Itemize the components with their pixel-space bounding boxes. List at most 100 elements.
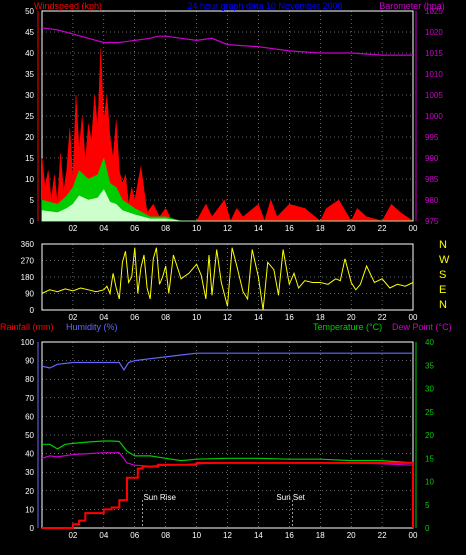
y-tick-label: 40 — [25, 450, 34, 459]
x-tick-label: 00 — [409, 531, 418, 540]
x-tick-label: 10 — [192, 531, 201, 540]
y2-tick-label: 1020 — [425, 28, 443, 37]
y-tick-label: 35 — [25, 70, 34, 79]
y-tick-label: 80 — [25, 375, 34, 384]
x-tick-label: 18 — [316, 313, 325, 322]
y-tick-label: 15 — [25, 154, 34, 163]
y2-tick-label: 975 — [425, 217, 439, 226]
x-tick-label: 04 — [99, 313, 108, 322]
y-tick-label: 0 — [30, 306, 35, 315]
plot-frame — [41, 243, 414, 311]
x-tick-label: 00 — [409, 224, 418, 233]
x-tick-label: 18 — [316, 531, 325, 540]
x-tick-label: 06 — [130, 531, 139, 540]
y-tick-label: 50 — [25, 431, 34, 440]
x-tick-label: 20 — [347, 224, 356, 233]
y-tick-label: 0 — [30, 217, 35, 226]
x-tick-label: 22 — [378, 313, 387, 322]
compass-label: N — [439, 239, 447, 251]
y-tick-label: 10 — [25, 505, 34, 514]
x-tick-label: 16 — [285, 531, 294, 540]
x-tick-label: 12 — [223, 224, 232, 233]
compass-label: S — [439, 269, 446, 281]
y-tick-label: 40 — [25, 49, 34, 58]
dewpoint-axis-label: Dew Point (°C) — [392, 322, 452, 332]
x-tick-label: 22 — [378, 531, 387, 540]
temperature-line — [42, 440, 414, 464]
y-tick-label: 30 — [25, 91, 34, 100]
humidity-axis-label: Humidity (%) — [66, 322, 118, 332]
x-tick-label: 16 — [285, 224, 294, 233]
y-tick-label: 70 — [25, 394, 34, 403]
barometer-line — [41, 27, 413, 56]
y-tick-label: 270 — [21, 257, 35, 266]
y-tick-label: 360 — [21, 240, 35, 249]
x-tick-label: 14 — [254, 531, 263, 540]
x-tick-label: 06 — [130, 313, 139, 322]
plot-frame — [41, 341, 414, 529]
x-tick-label: 04 — [99, 531, 108, 540]
y2-tick-label: 1005 — [425, 91, 443, 100]
wind-direction-line — [41, 247, 414, 311]
x-tick-label: 02 — [68, 313, 77, 322]
wind-low-area — [41, 189, 413, 222]
humidity-line — [41, 352, 413, 372]
y2-tick-label: 1025 — [425, 7, 443, 16]
x-tick-label: 16 — [285, 313, 294, 322]
y2-tick-label: 990 — [425, 154, 439, 163]
rainfall-axis-label: Rainfall (mm) — [0, 322, 54, 332]
y-tick-label: 100 — [21, 338, 35, 347]
compass-label: W — [439, 254, 450, 266]
x-tick-label: 10 — [192, 224, 201, 233]
temperature-axis-label: Temperature (°C) — [313, 322, 382, 332]
y2-tick-label: 0 — [425, 524, 430, 533]
compass-label: N — [439, 299, 447, 311]
x-tick-label: 04 — [99, 224, 108, 233]
x-tick-label: 02 — [68, 531, 77, 540]
y-tick-label: 50 — [25, 7, 34, 16]
x-tick-label: 20 — [347, 531, 356, 540]
y-tick-label: 30 — [25, 468, 34, 477]
y-tick-label: 0 — [30, 524, 35, 533]
y2-tick-label: 1010 — [425, 70, 443, 79]
y2-tick-label: 35 — [425, 361, 434, 370]
y-tick-label: 10 — [25, 175, 34, 184]
y2-tick-label: 25 — [425, 408, 434, 417]
x-tick-label: 08 — [161, 531, 170, 540]
y-tick-label: 60 — [25, 412, 34, 421]
chart-title: 24 hour graph data 10 November 2008 — [187, 1, 342, 11]
y2-tick-label: 5 — [425, 501, 430, 510]
x-tick-label: 12 — [223, 313, 232, 322]
x-tick-label: 08 — [161, 313, 170, 322]
y-tick-label: 90 — [25, 290, 34, 299]
y2-tick-label: 10 — [425, 478, 434, 487]
y2-tick-label: 980 — [425, 196, 439, 205]
y2-tick-label: 30 — [425, 385, 434, 394]
y2-tick-label: 985 — [425, 175, 439, 184]
y2-tick-label: 995 — [425, 133, 439, 142]
rainfall-line — [42, 461, 414, 529]
sunrise-label: Sun Rise — [143, 493, 176, 502]
x-tick-label: 18 — [316, 224, 325, 233]
sunset-label: Sun Set — [276, 493, 305, 502]
y2-tick-label: 1015 — [425, 49, 443, 58]
y2-tick-label: 20 — [425, 431, 434, 440]
y-tick-label: 180 — [21, 273, 35, 282]
y2-tick-label: 40 — [425, 338, 434, 347]
x-tick-label: 10 — [192, 313, 201, 322]
x-tick-label: 08 — [161, 224, 170, 233]
x-tick-label: 14 — [254, 224, 263, 233]
x-tick-label: 06 — [130, 224, 139, 233]
y-tick-label: 5 — [30, 196, 35, 205]
x-tick-label: 12 — [223, 531, 232, 540]
y-tick-label: 45 — [25, 28, 34, 37]
x-tick-label: 00 — [409, 313, 418, 322]
y-tick-label: 25 — [25, 112, 34, 121]
x-tick-label: 22 — [378, 224, 387, 233]
y-tick-label: 20 — [25, 133, 34, 142]
y2-tick-label: 15 — [425, 454, 434, 463]
x-tick-label: 20 — [347, 313, 356, 322]
y-tick-label: 20 — [25, 487, 34, 496]
x-tick-label: 14 — [254, 313, 263, 322]
